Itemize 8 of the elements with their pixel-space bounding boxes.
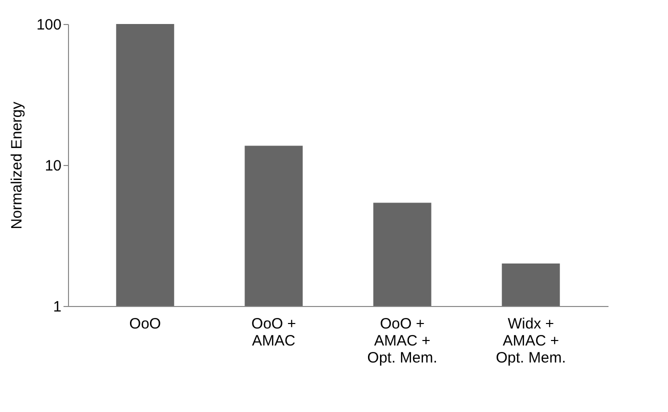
x-tick-label: OoO + AMAC: [251, 316, 296, 350]
y-tick-label: 10: [44, 158, 62, 174]
x-tick-label: Widx + AMAC + Opt. Mem.: [496, 316, 566, 366]
y-tick-label: 100: [36, 16, 62, 34]
y-axis-title: Normalized Energy: [8, 101, 26, 230]
y-tick-label: 1: [53, 298, 62, 316]
x-tick-label: OoO + AMAC + Opt. Mem.: [367, 316, 438, 366]
x-tick-label: OoO: [129, 316, 161, 332]
